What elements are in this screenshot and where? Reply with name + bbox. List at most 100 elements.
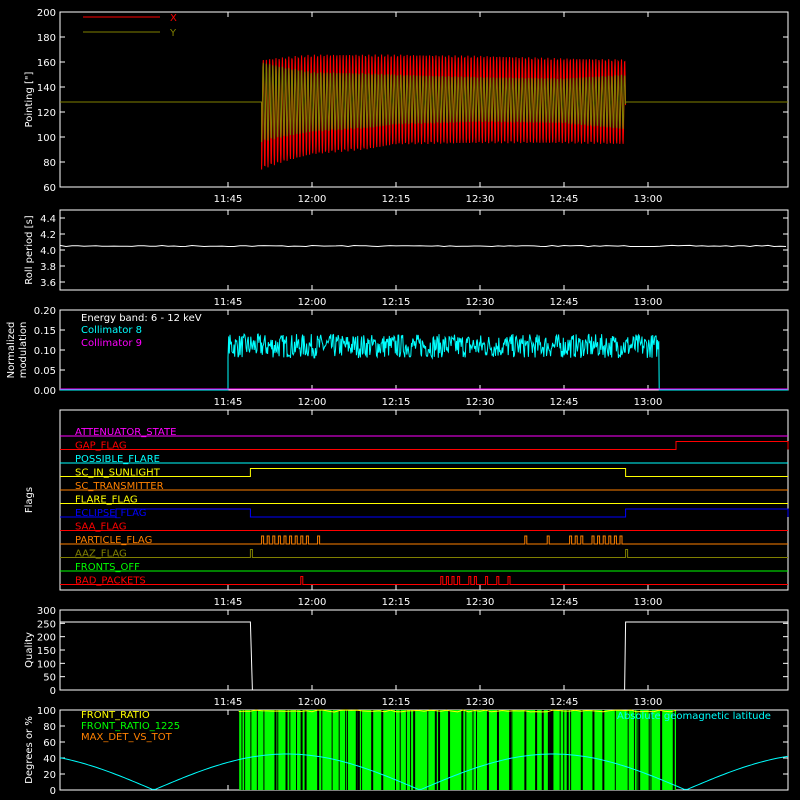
x-tick-label: 12:30 <box>466 194 495 205</box>
x-tick-label: 13:00 <box>634 697 663 708</box>
x-tick-label: 13:00 <box>634 597 663 608</box>
x-tick-label: 12:00 <box>298 397 327 408</box>
y-axis-label: Flags <box>24 487 35 513</box>
collimator-8-series <box>60 333 788 391</box>
y-tick-label: 80 <box>43 722 56 733</box>
x-tick-label: 12:15 <box>382 697 411 708</box>
y-axis-label: Pointing ["] <box>24 71 35 127</box>
x-tick-label: 13:00 <box>634 297 663 308</box>
flag-trace-aaz_flag <box>60 549 788 558</box>
flag-label-attenuator_state: ATTENUATOR_STATE <box>75 427 176 438</box>
y-tick-label: 50 <box>43 673 56 684</box>
x-tick-label: 11:45 <box>214 397 243 408</box>
legend-pointing: X Y <box>83 13 177 39</box>
y-tick-label: 200 <box>37 633 56 644</box>
y-tick-label: 60 <box>43 738 56 749</box>
y-tick-label: 60 <box>43 183 56 194</box>
pointing-y-series <box>60 62 788 143</box>
y-tick-label: 0.20 <box>34 306 56 317</box>
y-tick-label: 4.2 <box>40 230 56 241</box>
quality-series <box>60 621 788 691</box>
flag-trace-particle_flag <box>60 535 788 545</box>
y-tick-label: 100 <box>37 706 56 717</box>
panel-frame-pointing <box>59 11 789 188</box>
y-tick-label: 200 <box>37 8 56 19</box>
x-tick-label: 11:45 <box>214 194 243 205</box>
y-tick-label: 300 <box>37 606 56 617</box>
roll-period-series <box>59 244 787 248</box>
x-tick-label: 11:45 <box>214 297 243 308</box>
geomagnetic-latitude-series <box>59 753 789 790</box>
y-tick-label: 0 <box>50 786 56 797</box>
panel-roll_period <box>59 209 789 291</box>
x-tick-label: 12:30 <box>466 697 495 708</box>
x-tick-label: 12:00 <box>298 297 327 308</box>
y-tick-label: 0.10 <box>34 346 56 357</box>
y-tick-label: 0.05 <box>34 366 56 377</box>
y-tick-label: 3.6 <box>40 278 56 289</box>
x-tick-label: 12:15 <box>382 297 411 308</box>
flag-trace-sc_in_sunlight <box>60 468 788 477</box>
flag-label-gap_flag: GAP_FLAG <box>75 441 127 452</box>
geomagnetic-latitude-label: Absolute geomagnetic latitude <box>617 711 771 722</box>
x-tick-label: 12:15 <box>382 194 411 205</box>
panel-frame-flags <box>59 409 789 591</box>
legend-label-collimator-9: Collimator 9 <box>81 338 142 349</box>
y-tick-label: 4.4 <box>40 214 56 225</box>
y-tick-label: 250 <box>37 619 56 630</box>
panel-frame-roll_period <box>59 209 789 291</box>
flag-label-possible_flare: POSSIBLE_FLARE <box>75 454 160 465</box>
flag-label-sc_transmitter: SC_TRANSMITTER <box>75 481 164 492</box>
x-tick-label: 12:00 <box>298 697 327 708</box>
x-tick-label: 12:30 <box>466 297 495 308</box>
flag-label-aaz_flag: AAZ_FLAG <box>75 549 127 560</box>
y-tick-label: 3.8 <box>40 262 56 273</box>
flag-label-flare_flag: FLARE_FLAG <box>75 495 138 506</box>
panel-pointing <box>59 11 789 188</box>
flag-trace-bad_packets <box>60 576 788 585</box>
y-axis-label: Roll period [s] <box>24 215 35 284</box>
y-tick-label: 0.15 <box>34 326 56 337</box>
front-ratio-series <box>238 709 677 713</box>
y-tick-label: 40 <box>43 754 56 765</box>
x-tick-label: 13:00 <box>634 194 663 205</box>
y-tick-label: 150 <box>37 646 56 657</box>
flag-trace-eclipse_flag <box>60 508 789 518</box>
panel-flags <box>59 409 789 591</box>
x-tick-label: 12:45 <box>550 297 579 308</box>
x-tick-label: 12:45 <box>550 597 579 608</box>
x-tick-label: 12:15 <box>382 397 411 408</box>
legend-label-y: Y <box>169 28 177 39</box>
y-tick-label: 80 <box>43 158 56 169</box>
x-tick-label: 11:45 <box>214 697 243 708</box>
x-tick-label: 12:45 <box>550 194 579 205</box>
y-tick-label: 4.0 <box>40 246 56 257</box>
y-tick-label: 120 <box>37 108 56 119</box>
flag-label-bad_packets: BAD_PACKETS <box>75 576 146 587</box>
legend-label-collimator-8: Collimator 8 <box>81 325 142 336</box>
legend-front-ratio-1225: FRONT_RATIO_1225 <box>81 721 180 732</box>
x-tick-label: 12:30 <box>466 597 495 608</box>
y-tick-label: 20 <box>43 770 56 781</box>
y-axis-label: Quality <box>24 632 35 668</box>
x-tick-label: 12:00 <box>298 597 327 608</box>
flag-label-eclipse_flag: ECLIPSE_FLAG <box>75 508 146 519</box>
y-tick-label: 0 <box>50 686 56 697</box>
legend-max-det: MAX_DET_VS_TOT <box>81 732 173 743</box>
y-tick-label: 0.00 <box>34 386 56 397</box>
flag-label-particle_flag: PARTICLE_FLAG <box>75 535 152 546</box>
x-tick-label: 11:45 <box>214 597 243 608</box>
y-axis-label-line2: modulation <box>18 322 29 379</box>
flag-label-sc_in_sunlight: SC_IN_SUNLIGHT <box>75 468 161 479</box>
y-tick-label: 100 <box>37 133 56 144</box>
x-tick-label: 12:15 <box>382 597 411 608</box>
flag-trace-gap_flag <box>60 441 789 450</box>
x-tick-label: 12:00 <box>298 194 327 205</box>
y-tick-label: 180 <box>37 33 56 44</box>
y-tick-label: 100 <box>37 659 56 670</box>
x-tick-label: 12:45 <box>550 397 579 408</box>
flag-label-fronts_off: FRONTS_OFF <box>75 562 140 573</box>
legend-label-x: X <box>170 13 177 24</box>
x-tick-label: 13:00 <box>634 397 663 408</box>
